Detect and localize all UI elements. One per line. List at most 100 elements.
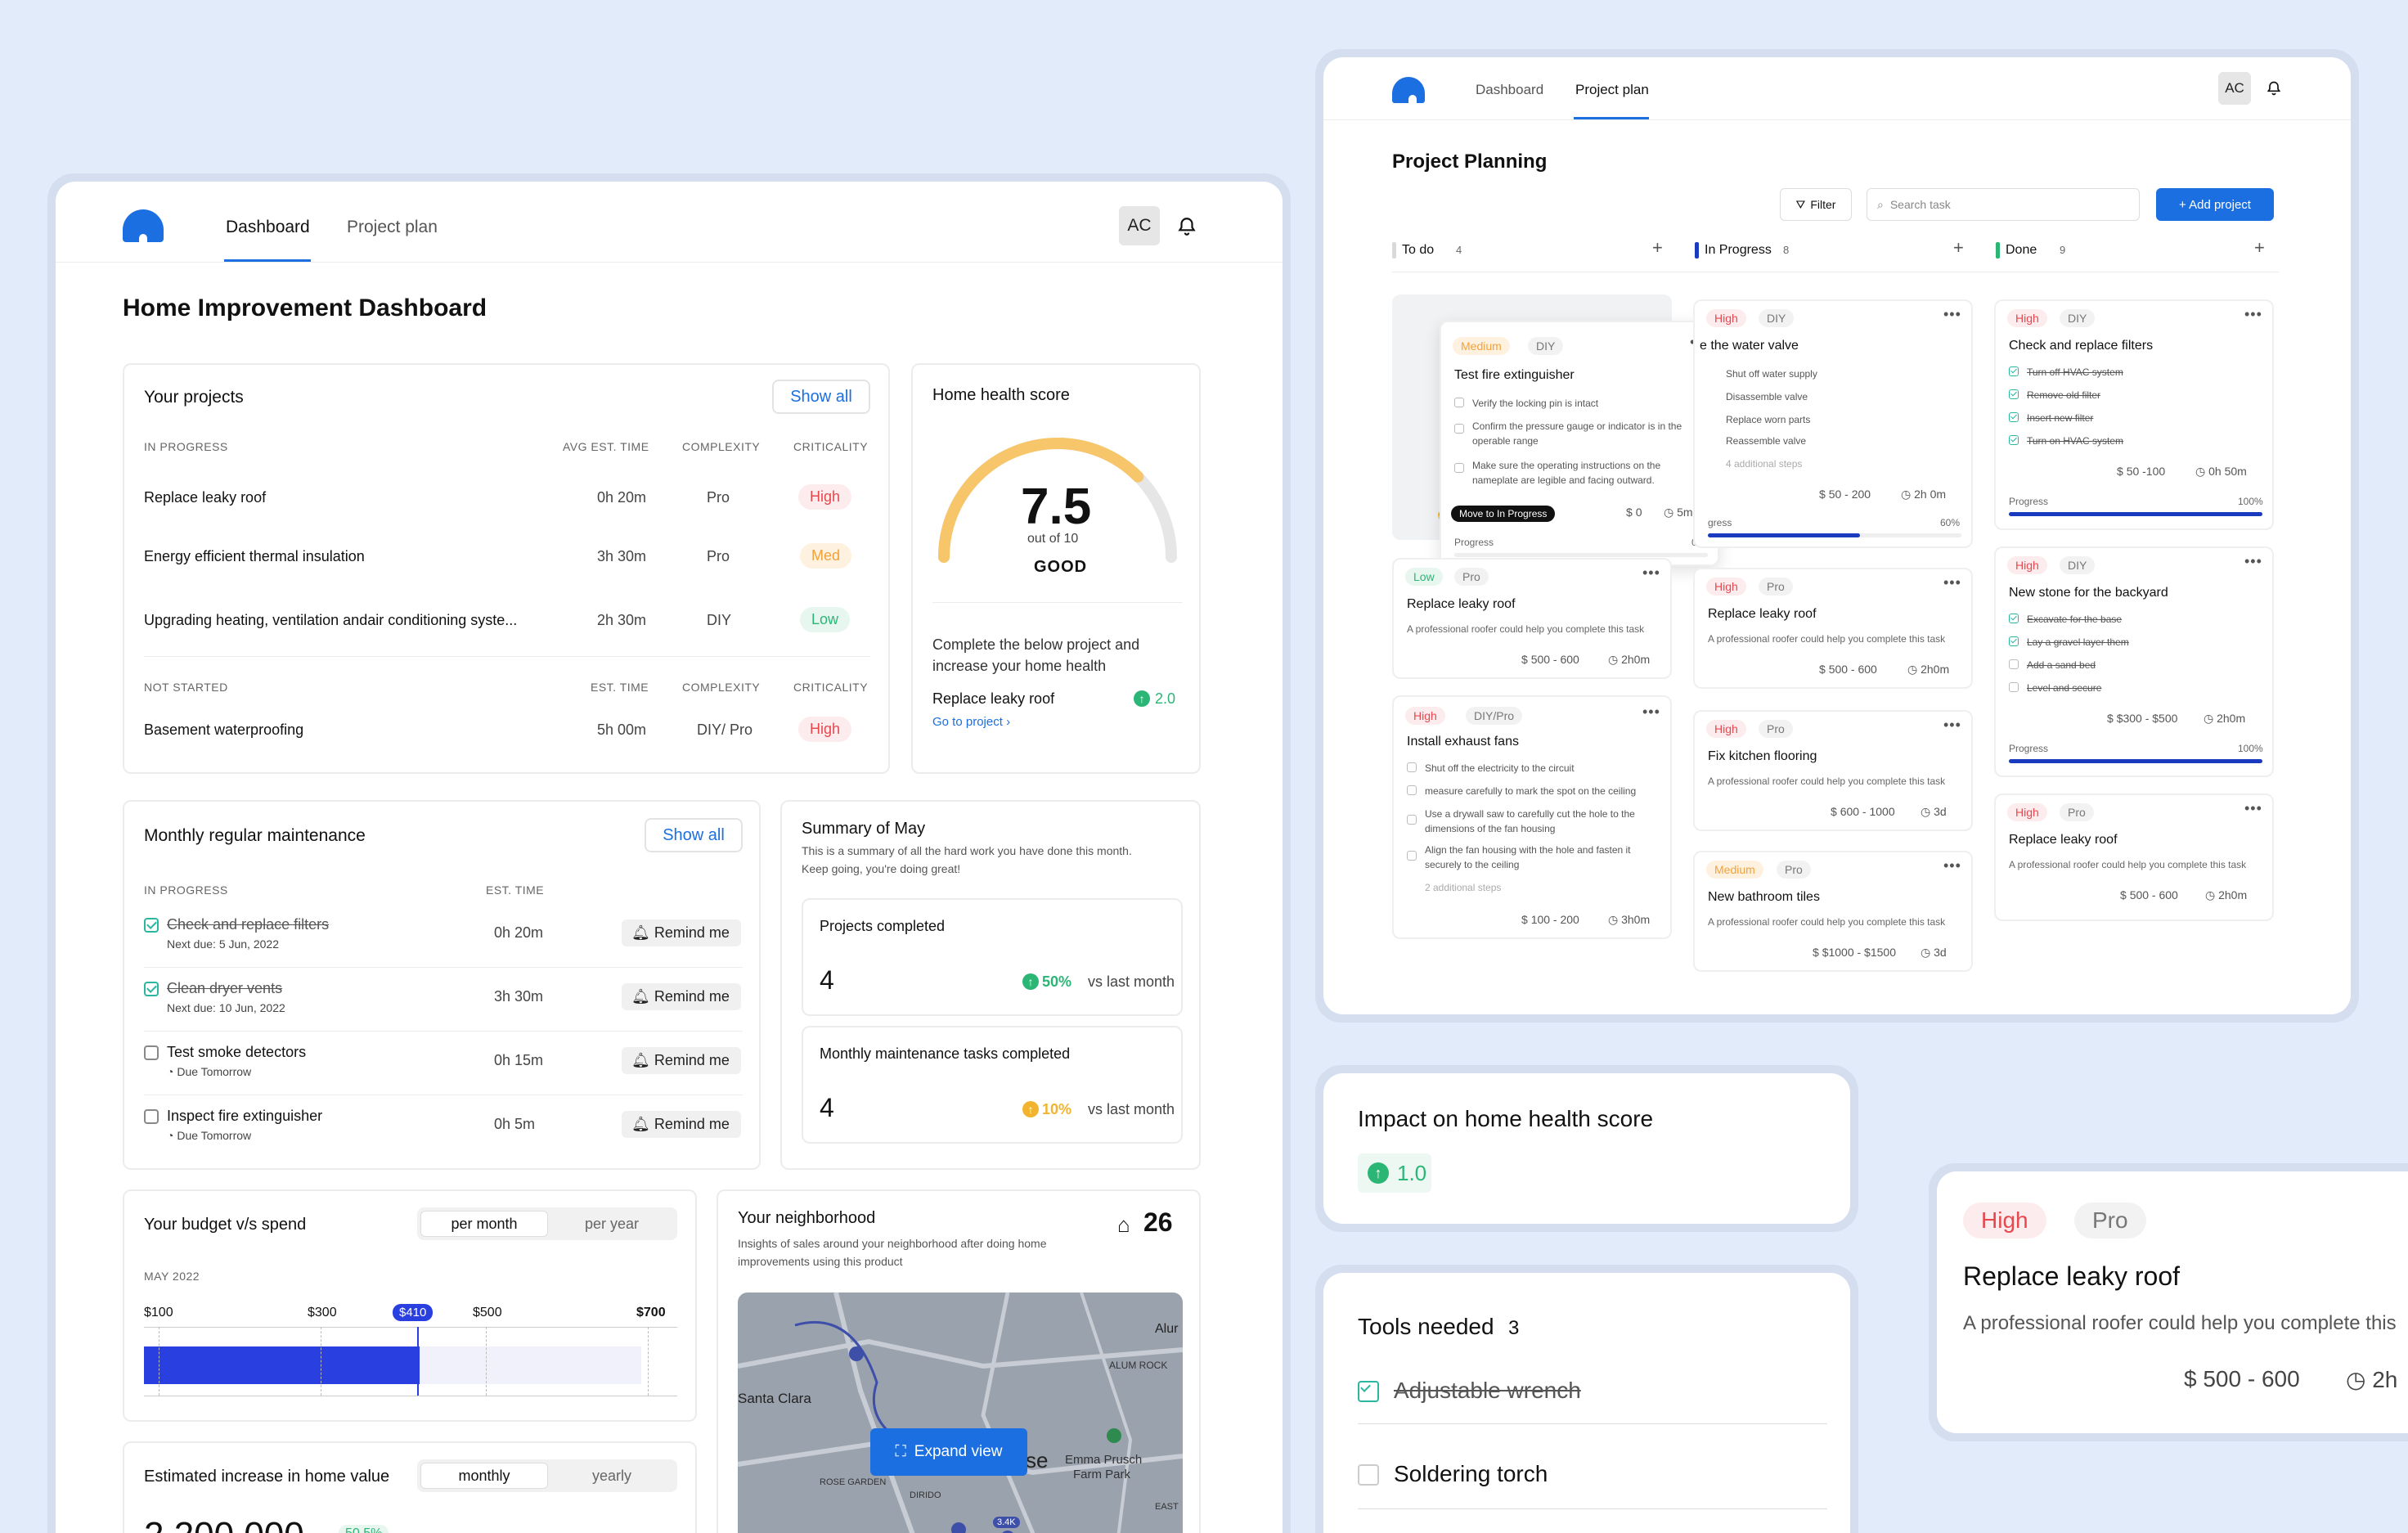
more-options-icon[interactable]: ••• — [2244, 306, 2262, 322]
task-time: ◷ 3d — [1921, 805, 1947, 819]
page-title: Home Improvement Dashboard — [123, 294, 487, 321]
criticality-badge: High — [798, 484, 852, 510]
maintenance-title: Monthly regular maintenance — [144, 826, 366, 845]
tab-project-plan[interactable]: Project plan — [347, 218, 438, 236]
task-cost-value: 100 - 200 — [1530, 913, 1579, 926]
remind-me-label: Remind me — [654, 1052, 730, 1068]
neighborhood-map[interactable]: Santa Clara se ALUM ROCK Emma Prusch Far… — [738, 1292, 1183, 1533]
monthly-tab[interactable]: monthly — [420, 1463, 548, 1489]
timer-icon: ◷ — [1907, 663, 1921, 676]
filter-button[interactable]: ⛛ Filter — [1780, 188, 1852, 221]
complexity-header: COMPLEXITY — [682, 681, 761, 694]
search-input[interactable]: ⌕ Search task — [1867, 188, 2140, 221]
more-options-icon[interactable]: ••• — [2244, 800, 2262, 816]
yearly-tab[interactable]: yearly — [591, 1467, 631, 1484]
tasks-completed-card: Monthly maintenance tasks completed 4 ↑ … — [802, 1026, 1183, 1144]
additional-steps[interactable]: 2 additional steps — [1425, 882, 1502, 893]
remind-me-button[interactable]: 🔔︎ Remind me — [622, 919, 741, 946]
add-task-icon[interactable]: + — [2254, 237, 2265, 258]
tools-window: Tools needed 3 Adjustable wrench Solderi… — [1315, 1265, 1858, 1533]
home-value-card: Estimated increase in home value monthly… — [123, 1441, 697, 1533]
go-to-project-link[interactable]: Go to project › — [932, 715, 1010, 729]
task-time: ◷ 2h — [2346, 1366, 2397, 1393]
more-options-icon[interactable]: ••• — [1943, 574, 1961, 591]
task-card-replace-leaky-roof[interactable]: Low Pro ••• Replace leaky roof A profess… — [1392, 558, 1672, 679]
maintenance-show-all-button[interactable]: Show all — [645, 818, 743, 852]
complexity-badge: Pro — [1759, 720, 1793, 738]
task-card-replace-leaky-roof[interactable]: High Pro ••• Replace leaky roof A profes… — [1994, 793, 2274, 921]
priority-badge: High — [2007, 309, 2047, 327]
task-title: Replace leaky roof — [1708, 607, 1817, 621]
progress-label: Progress — [2009, 496, 2049, 507]
remind-me-button[interactable]: 🔔︎ Remind me — [622, 983, 741, 1010]
add-task-icon[interactable]: + — [1652, 237, 1663, 258]
remind-me-button[interactable]: 🔔︎ Remind me — [622, 1047, 741, 1074]
more-options-icon[interactable]: ••• — [2244, 553, 2262, 569]
task-step: dimensions of the fan housing — [1425, 823, 1556, 834]
budget-tick: $700 — [636, 1306, 666, 1319]
per-year-tab[interactable]: per year — [584, 1215, 640, 1232]
health-score-value: 7.5 — [1021, 479, 1092, 535]
tab-dashboard[interactable]: Dashboard — [226, 218, 310, 236]
task-time-value: 2h0m — [2218, 888, 2248, 901]
maintenance-name: Check and replace filters — [167, 916, 330, 933]
per-month-tab[interactable]: per month — [420, 1211, 548, 1237]
task-card-water-valve[interactable]: High DIY ••• e the water valve Shut off … — [1693, 299, 1973, 548]
tab-dashboard[interactable]: Dashboard — [1476, 82, 1544, 97]
timer-icon: ◷ — [1608, 913, 1622, 926]
progress-label: Progress — [2009, 743, 2049, 754]
in-progress-header: IN PROGRESS — [144, 440, 228, 453]
more-options-icon[interactable]: ••• — [1943, 306, 1961, 322]
stat-label: Monthly maintenance tasks completed — [820, 1045, 1071, 1062]
additional-steps[interactable]: 4 additional steps — [1726, 458, 1803, 470]
health-title: Home health score — [932, 386, 1070, 404]
app-logo[interactable] — [123, 209, 164, 242]
maintenance-time: 3h 30m — [494, 988, 544, 1005]
more-options-icon[interactable]: ••• — [1642, 564, 1660, 581]
dollar-icon: $ — [1819, 488, 1829, 501]
timer-icon: ◷ — [2204, 712, 2217, 725]
clock-icon: ◔ — [167, 1065, 177, 1078]
more-options-icon[interactable]: ••• — [1943, 857, 1961, 874]
add-task-icon[interactable]: + — [1953, 237, 1964, 258]
task-card-test-fire-extinguisher[interactable]: Medium DIY ••• Test fire extinguisher Ve… — [1440, 321, 1719, 566]
task-card-install-exhaust-fans[interactable]: High DIY/Pro ••• Install exhaust fans Sh… — [1392, 695, 1672, 939]
maintenance-checkbox[interactable] — [144, 982, 159, 996]
maintenance-checkbox[interactable] — [144, 1045, 159, 1060]
avatar[interactable]: AC — [2218, 72, 2251, 105]
projects-show-all-button[interactable]: Show all — [772, 380, 870, 414]
remind-me-label: Remind me — [654, 988, 730, 1005]
map-label: Emma Prusch — [1065, 1453, 1143, 1467]
remind-me-button[interactable]: 🔔︎ Remind me — [622, 1111, 741, 1138]
maintenance-checkbox[interactable] — [144, 1109, 159, 1124]
task-card-new-bathroom-tiles[interactable]: Medium Pro ••• New bathroom tiles A prof… — [1693, 851, 1973, 972]
progress-value: 100% — [2238, 743, 2263, 754]
bell-icon[interactable] — [2266, 80, 2282, 97]
progress-bar — [1708, 533, 1961, 537]
expand-view-button[interactable]: ⛶ Expand view — [870, 1428, 1027, 1476]
search-icon: ⌕ — [1877, 197, 1884, 211]
tab-project-plan[interactable]: Project plan — [1575, 82, 1649, 97]
zoomed-task-card[interactable]: High Pro Replace leaky roof A profession… — [1937, 1171, 2408, 1433]
tool-checkbox[interactable] — [1358, 1464, 1379, 1486]
project-name: Energy efficient thermal insulation — [144, 548, 365, 564]
more-options-icon[interactable]: ••• — [1642, 704, 1660, 720]
bell-icon[interactable] — [1176, 216, 1197, 237]
task-card-fix-kitchen-flooring[interactable]: High Pro ••• Fix kitchen flooring A prof… — [1693, 710, 1973, 831]
task-card-check-replace-filters[interactable]: High DIY ••• Check and replace filters T… — [1994, 299, 2274, 530]
add-project-button[interactable]: + Add project — [2156, 188, 2274, 221]
app-logo[interactable] — [1392, 77, 1425, 103]
dollar-icon: $ — [1813, 946, 1822, 959]
maintenance-name: Inspect fire extinguisher — [167, 1108, 323, 1124]
bell-icon: 🔔︎ — [631, 988, 654, 1005]
task-card-new-stone-backyard[interactable]: High DIY ••• New stone for the backyard … — [1994, 546, 2274, 777]
avatar[interactable]: AC — [1119, 206, 1160, 245]
task-card-replace-leaky-roof[interactable]: High Pro ••• Replace leaky roof A profes… — [1693, 568, 1973, 689]
stat-vs: vs last month — [1088, 973, 1175, 990]
more-options-icon[interactable]: ••• — [1943, 717, 1961, 733]
tool-checkbox[interactable] — [1358, 1381, 1379, 1402]
maintenance-checkbox[interactable] — [144, 918, 159, 933]
project-name: Replace leaky roof — [144, 489, 267, 506]
summary-desc: Keep going, you're doing great! — [802, 862, 961, 875]
map-roads — [738, 1292, 1183, 1533]
